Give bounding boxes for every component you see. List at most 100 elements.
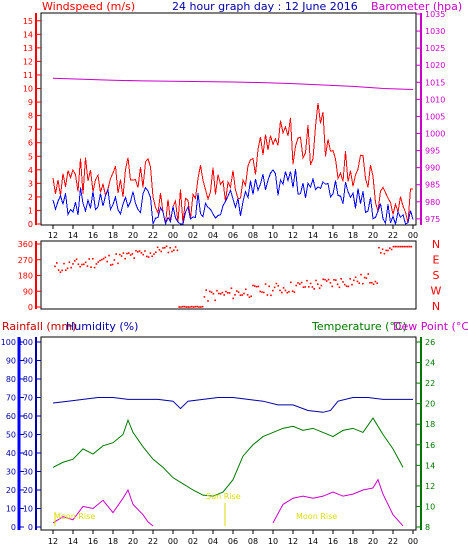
wind-x-tick-label: 10 [268,231,278,240]
direction-point [191,305,193,308]
barometer-series [52,77,414,90]
wind-y-tick-label: 2 [28,193,33,202]
wind-x-tick-label: 16 [328,231,338,240]
direction-point [232,297,234,300]
direction-point [349,278,351,280]
direction-point [371,281,373,284]
direction-point [56,262,58,264]
direction-point [407,245,409,248]
humidity-y-tick-label: 80 [23,375,33,384]
direction-point [295,284,297,287]
wind-y-tick-label: 14 [23,30,33,39]
barometer-y-tick-label: 1025 [425,44,445,53]
wind-x-tick-label: 02 [188,231,198,240]
wind-x-tick-label: 16 [88,231,98,240]
direction-point [387,249,389,252]
direction-point [315,279,317,282]
climate-x-tick-label: 20 [368,537,378,546]
direction-point [97,261,99,263]
barometer-y-tick-label: 1005 [425,112,445,121]
direction-letter: N [432,300,440,313]
direction-point [101,258,103,261]
direction-point [281,291,283,294]
direction-letter: E [433,254,440,267]
windspeed-axis-label: Windspeed (m/s) [42,0,135,13]
rain-y-tick-label: 60 [6,412,16,421]
direction-point [380,252,382,254]
rain-y-tick-label: 20 [6,486,16,495]
direction-point [335,279,337,281]
direction-point [250,295,252,298]
direction-point [279,289,281,292]
rain-y-tick-label: 50 [6,431,16,440]
direction-point [288,290,290,293]
direction-point [164,246,166,249]
wind-y-tick-label: 1 [28,206,33,215]
direction-point [284,289,287,292]
direction-point [174,246,177,248]
direction-point [68,261,71,264]
direction-point [340,278,342,280]
direction-point [57,269,60,271]
direction-point [308,286,310,288]
direction-point [369,281,371,284]
direction-point [378,246,380,249]
direction-point [299,283,301,285]
direction-point [360,273,362,276]
barometer-axis-label: Barometer (hpa) [371,0,462,13]
direction-letter: N [432,238,440,251]
direction-point [192,306,195,308]
wind-average-series [52,169,414,226]
direction-point [201,305,204,308]
direction-point [160,250,162,253]
direction-point [72,263,74,265]
rainfall-axis-label: Rainfall (mm) [2,320,76,333]
direction-point [354,276,357,279]
wind-y-tick-label: 8 [28,112,33,121]
direction-point [317,283,319,285]
humidity-y-tick-label: 20 [23,486,33,495]
temperature-series [52,417,404,497]
direction-letter: S [433,269,440,282]
direction-point [219,293,222,295]
direction-point [329,281,332,284]
direction-point [270,294,272,297]
wind-y-tick-label: 3 [28,179,33,188]
direction-point [129,254,132,256]
wind-x-tick-label: 18 [348,231,358,240]
temperature-y-tick-label: 14 [425,461,435,470]
humidity-y-tick-label: 60 [23,412,33,421]
rain-y-tick-label: 0 [11,523,16,532]
climate-x-tick-label: 06 [228,537,238,546]
wind-x-tick-label: 08 [248,231,258,240]
climate-x-tick-label: 00 [168,537,178,546]
direction-point [153,253,155,255]
sun-rise-label: Sun Rise [206,492,241,501]
climate-x-tick-label: 18 [348,537,358,546]
direction-point [169,246,171,249]
direction-point [196,305,198,308]
dewpoint-line-2 [272,478,404,527]
direction-point [182,305,184,308]
wind-x-tick-label: 06 [228,231,238,240]
direction-point [313,288,315,290]
wind-x-tick-label: 12 [48,231,58,240]
humidity-y-tick-label: 40 [23,449,33,458]
temperature-y-tick-label: 10 [425,502,435,511]
humidity-line [52,397,413,413]
direction-point [408,245,411,248]
direction-point [234,293,236,296]
direction-point [140,252,143,254]
dewpoint-series [52,478,404,527]
direction-point [59,271,62,273]
temperature-y-tick-label: 18 [425,420,435,429]
direction-point [327,278,330,281]
rain-y-tick-label: 80 [6,375,16,384]
direction-point [239,294,242,297]
direction-point [246,294,249,296]
direction-point [162,247,164,249]
direction-point [351,283,353,286]
direction-point [86,265,89,267]
barometer-y-tick-label: 990 [425,164,440,173]
direction-point [102,257,105,260]
